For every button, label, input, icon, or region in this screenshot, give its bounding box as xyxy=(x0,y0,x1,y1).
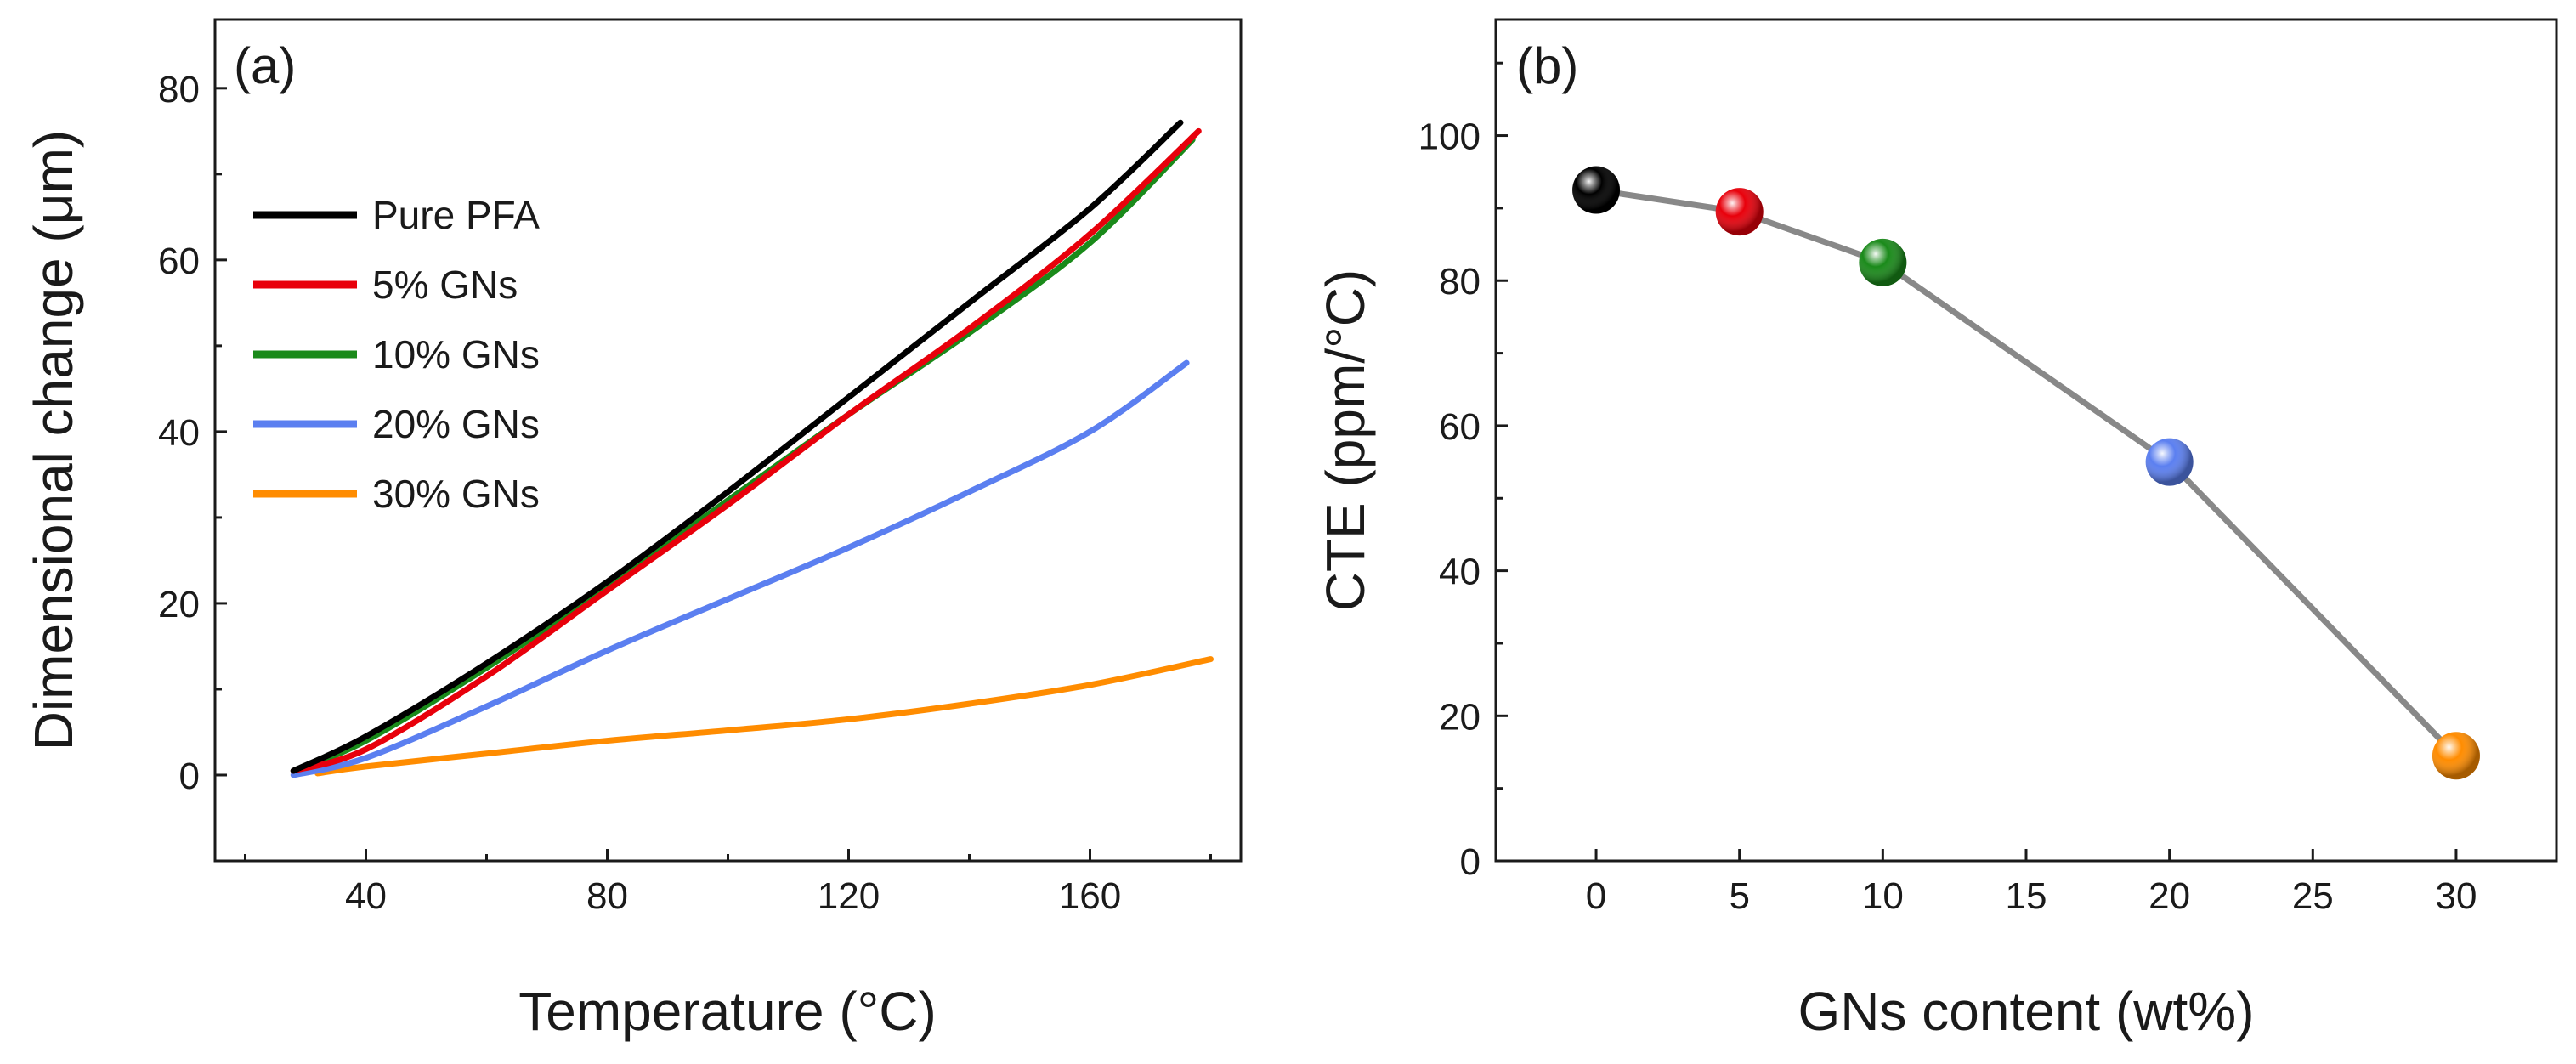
y-tick-label-a: 0 xyxy=(179,756,200,797)
axis-ticks-b: 0 5 10 15 20 25 30 0 20 40 60 80 100 xyxy=(1418,61,2477,917)
x-tick-label-a: 80 xyxy=(586,875,628,917)
x-tick-label-b: 30 xyxy=(2435,875,2477,917)
legend-label: 20% GNs xyxy=(372,402,540,446)
series-line-20-gns xyxy=(290,359,1190,778)
y-tick-label-b: 20 xyxy=(1439,696,1480,738)
plot-frame-b xyxy=(1494,18,2558,863)
series-line-pure-pfa xyxy=(290,119,1184,774)
series-line-10-gns xyxy=(290,136,1196,774)
x-tick-label-b: 10 xyxy=(1862,875,1904,917)
x-tick-label-b: 25 xyxy=(2292,875,2334,917)
chart-panel-a: 40 80 120 160 0 20 40 60 80 Pure PFA 5% GNs 10% GN… xyxy=(23,18,1243,1042)
x-tick-label-a: 160 xyxy=(1059,875,1121,917)
cte-point-30-gns xyxy=(2432,732,2480,780)
y-axis-title-a: Dimensional change (μm) xyxy=(23,130,84,751)
x-axis-title-a: Temperature (°C) xyxy=(518,981,937,1042)
x-tick-label-a: 40 xyxy=(345,875,387,917)
x-tick-label-a: 120 xyxy=(818,875,880,917)
y-axis-title-b: CTE (ppm/°C) xyxy=(1315,269,1376,612)
panel-label-b: (b) xyxy=(1516,37,1578,94)
legend-a: Pure PFA 5% GNs 10% GNs 20% GNs 30% GNs xyxy=(253,193,540,516)
y-tick-label-a: 60 xyxy=(158,241,200,282)
y-tick-label-b: 40 xyxy=(1439,552,1480,593)
legend-label: 10% GNs xyxy=(372,332,540,376)
y-tick-label-b: 80 xyxy=(1439,261,1480,303)
point-highlight xyxy=(1859,238,1907,286)
series-group-a xyxy=(290,119,1214,778)
x-tick-label-b: 20 xyxy=(2149,875,2190,917)
x-tick-label-b: 15 xyxy=(2006,875,2047,917)
cte-point-10-gns xyxy=(1859,238,1907,286)
y-tick-label-a: 80 xyxy=(158,69,200,110)
y-tick-label-a: 20 xyxy=(158,584,200,625)
legend-label: Pure PFA xyxy=(372,193,540,237)
x-tick-label-b: 5 xyxy=(1729,875,1749,917)
point-highlight xyxy=(2145,438,2194,486)
y-tick-label-a: 40 xyxy=(158,412,200,454)
series-line-30-gns xyxy=(314,656,1214,777)
chart-panel-b: 0 5 10 15 20 25 30 0 20 40 60 80 100 (b) GNs content… xyxy=(1315,18,2558,1042)
y-tick-label-b: 0 xyxy=(1460,841,1480,883)
legend-label: 30% GNs xyxy=(372,472,540,516)
x-tick-label-b: 0 xyxy=(1586,875,1606,917)
cte-point-5-gns xyxy=(1715,188,1764,236)
legend-label: 5% GNs xyxy=(372,263,518,307)
y-tick-label-b: 100 xyxy=(1418,116,1480,158)
point-highlight xyxy=(2432,732,2480,780)
series-line-5-gns xyxy=(290,127,1202,774)
cte-trend-line xyxy=(1595,187,2459,758)
axis-ticks-a: 40 80 120 160 0 20 40 60 80 xyxy=(158,69,1212,917)
panel-label-a: (a) xyxy=(234,37,296,94)
cte-point-pure-pfa xyxy=(1572,166,1621,214)
point-highlight xyxy=(1572,166,1621,214)
x-axis-title-b: GNs content (wt%) xyxy=(1798,981,2254,1042)
series-group-b xyxy=(1572,166,2480,780)
y-tick-label-b: 60 xyxy=(1439,406,1480,448)
point-highlight xyxy=(1715,188,1764,236)
cte-point-20-gns xyxy=(2145,438,2194,486)
